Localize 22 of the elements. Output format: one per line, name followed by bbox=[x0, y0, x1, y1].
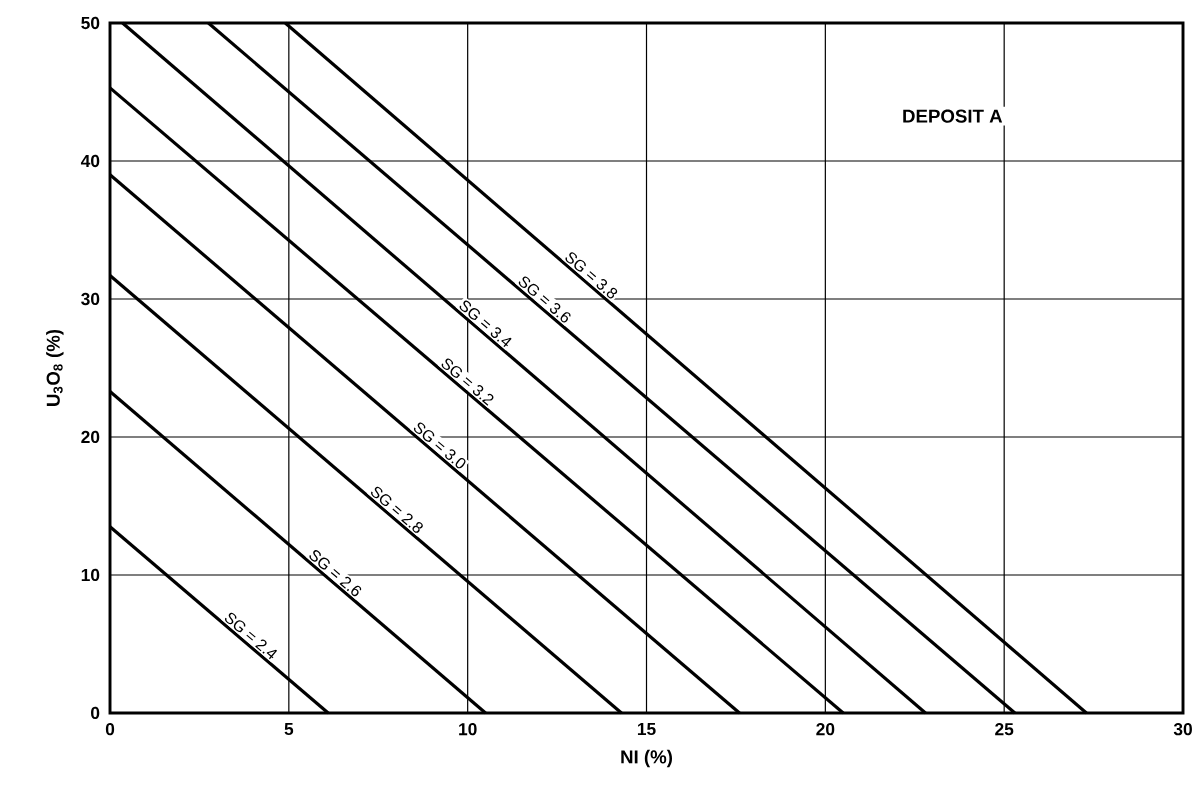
text: SG = 2.6 bbox=[309, 550, 362, 597]
text: SG = 2.8 bbox=[371, 486, 423, 533]
text: SG = 3.0 bbox=[413, 422, 466, 469]
x-axis-title: NI (%) bbox=[621, 749, 673, 768]
x-tick-label: 20 bbox=[816, 723, 835, 736]
y-tick-label: 10 bbox=[81, 568, 100, 582]
x-tick-label: 30 bbox=[1173, 723, 1192, 736]
x-tick-label: 5 bbox=[284, 723, 294, 736]
y-tick-label: 50 bbox=[81, 16, 100, 30]
y-tick-label: 40 bbox=[80, 154, 100, 168]
y-tick-label: 0 bbox=[91, 706, 100, 720]
text: SG = 3.2 bbox=[441, 358, 494, 406]
x-tick-label: 10 bbox=[459, 723, 477, 736]
y-axis-title: U$_{3}$O$_{8}$ (%) bbox=[46, 329, 64, 406]
text: SG = 3.4 bbox=[459, 300, 512, 348]
x-tick-label: 15 bbox=[637, 723, 656, 736]
x-tick-label: 0 bbox=[105, 723, 115, 736]
y-tick-label: 30 bbox=[81, 292, 100, 306]
annotation: DEPOSIT A bbox=[903, 109, 1003, 123]
y-tick-label: 20 bbox=[81, 430, 100, 444]
text: SG = 2.4 bbox=[224, 612, 278, 660]
x-tick-label: 25 bbox=[995, 723, 1014, 736]
